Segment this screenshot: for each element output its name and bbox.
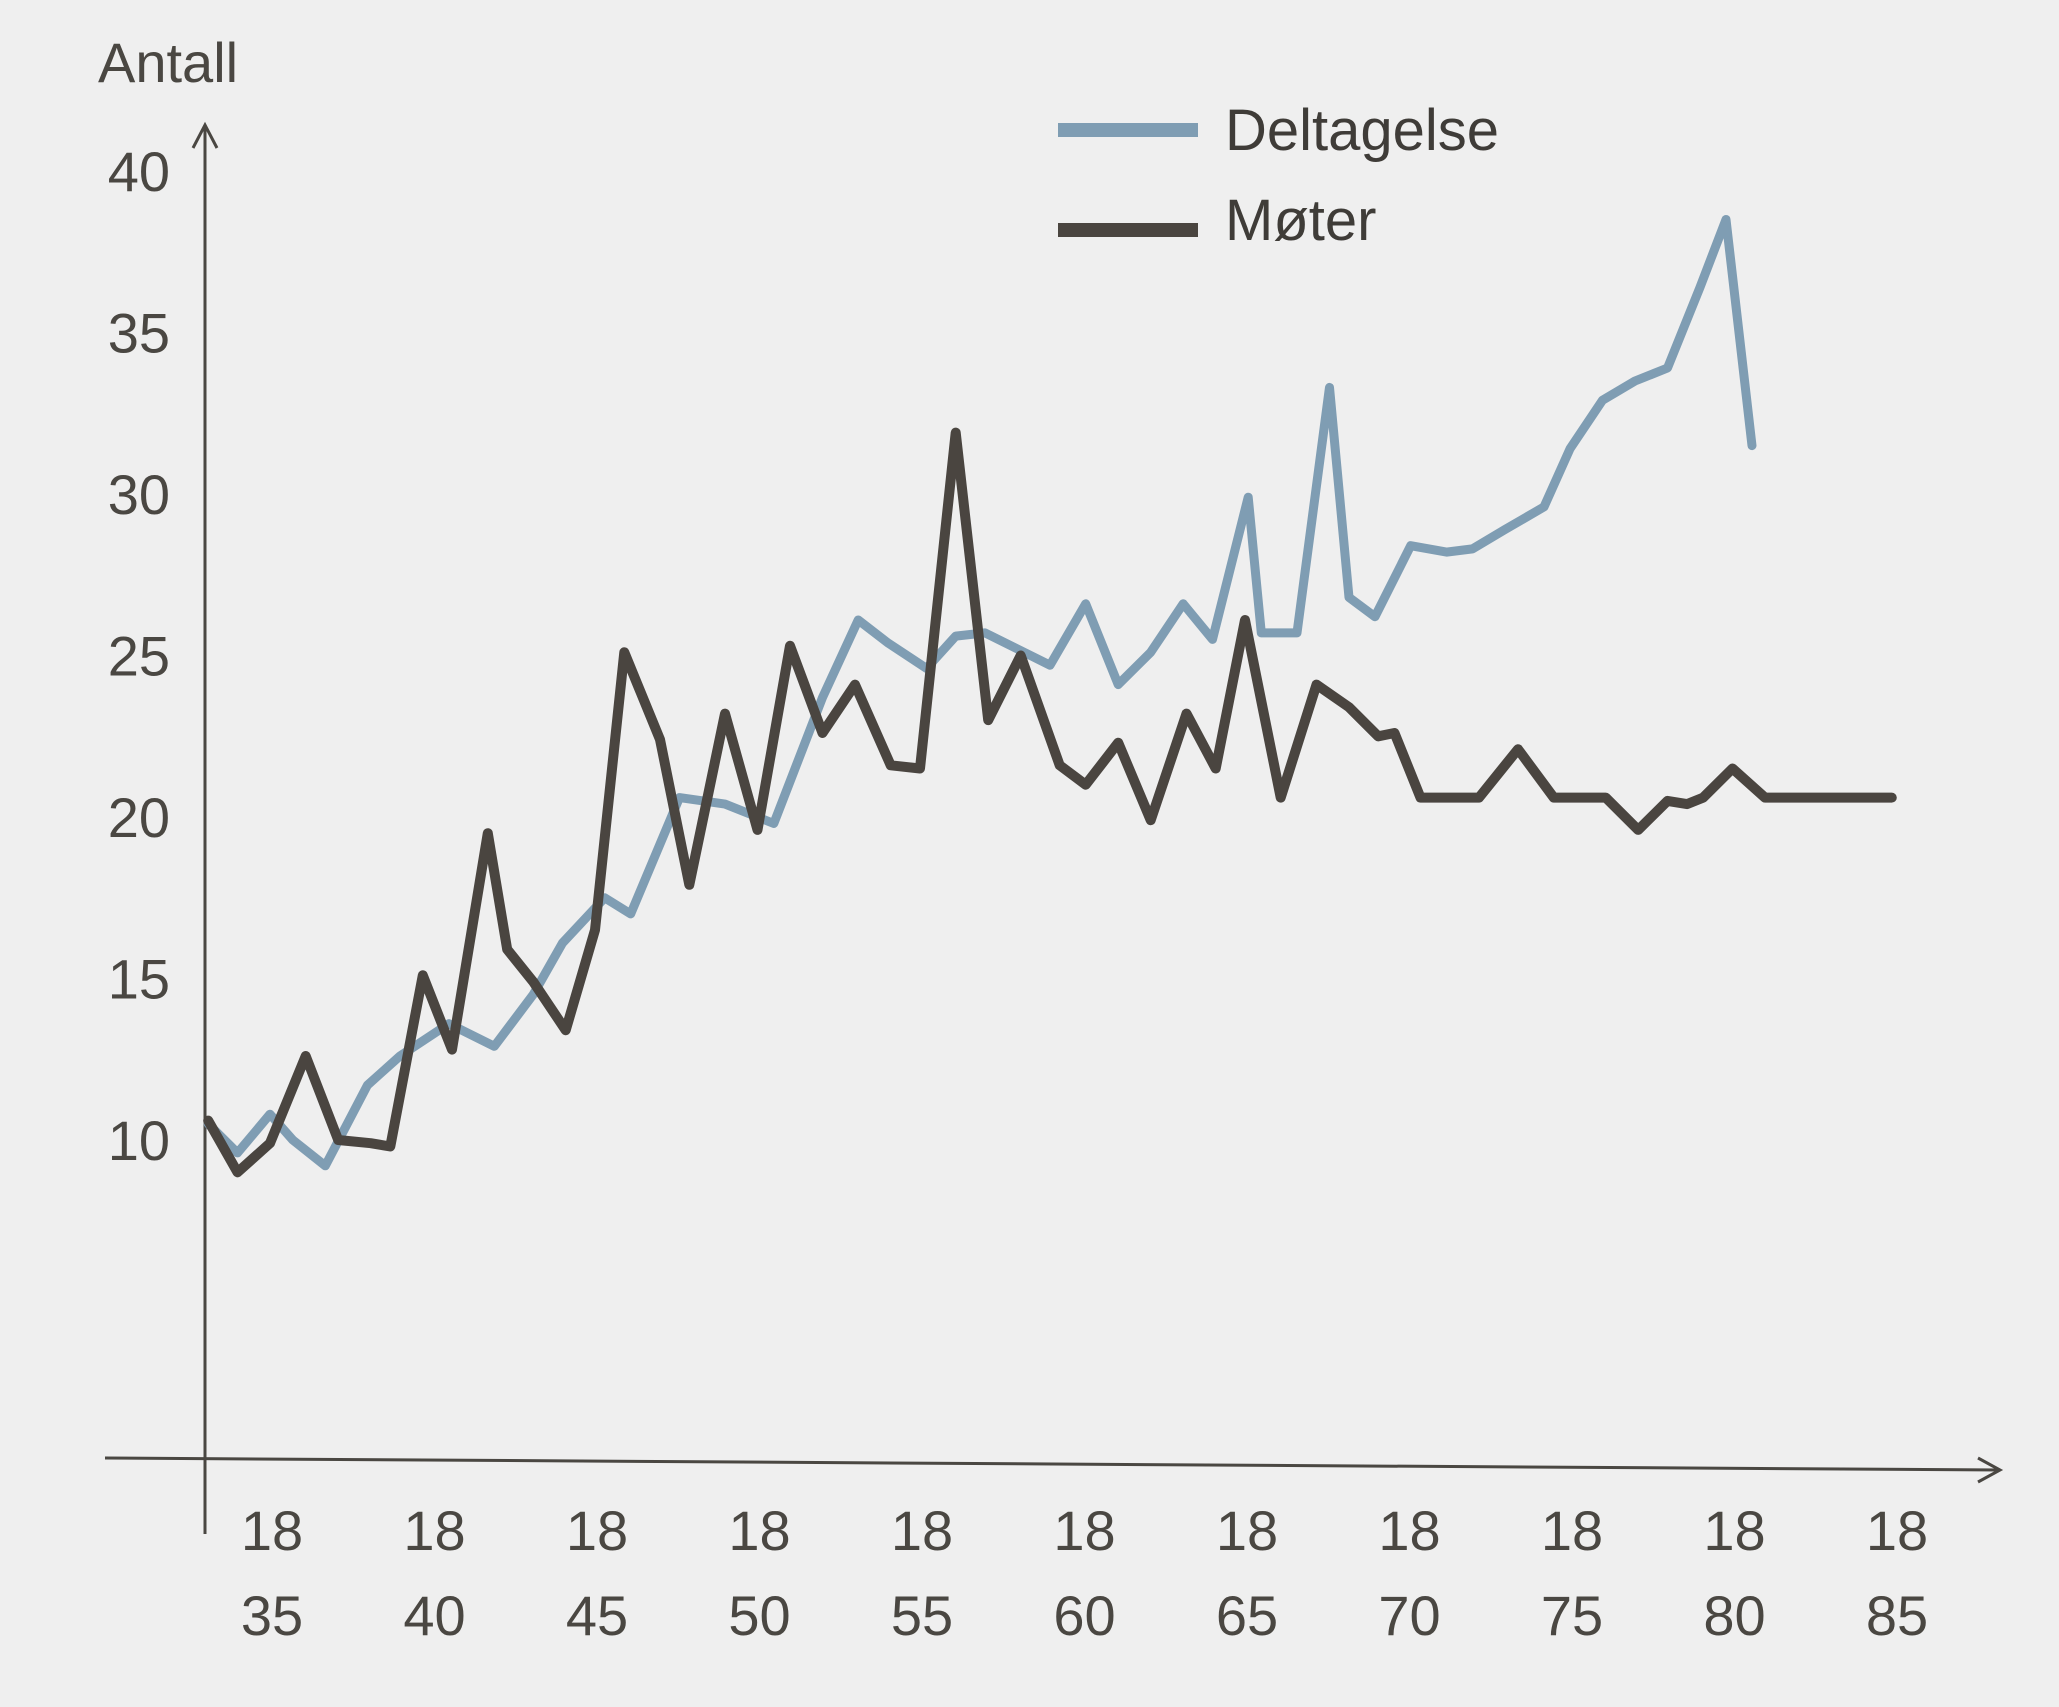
x-tick-label-line2: 65 — [1216, 1584, 1278, 1647]
x-tick-label-line1: 18 — [403, 1499, 465, 1562]
y-axis-arrow-icon — [191, 121, 219, 149]
x-tick-label-line1: 18 — [1703, 1499, 1765, 1562]
x-axis-arrow-icon — [1977, 1456, 2004, 1484]
x-tick-label-line2: 35 — [241, 1584, 303, 1647]
x-tick-labels: 18 35 18 40 18 45 18 50 18 55 18 60 18 65 18 70 18 75 18 80… — [241, 1499, 1928, 1647]
x-tick-label-line1: 18 — [891, 1499, 953, 1562]
y-tick-label: 15 — [108, 948, 170, 1011]
x-tick-label-line2: 50 — [728, 1584, 790, 1647]
x-tick-label-line2: 45 — [566, 1584, 628, 1647]
x-tick-label-line2: 70 — [1378, 1584, 1440, 1647]
y-tick-label: 35 — [108, 302, 170, 365]
series-line-m-ter — [203, 427, 1897, 1178]
y-tick-label: 20 — [108, 786, 170, 849]
x-tick-label-line2: 85 — [1866, 1584, 1928, 1647]
y-tick-label: 30 — [108, 463, 170, 526]
x-tick-label-line2: 40 — [403, 1584, 465, 1647]
y-tick-label: 40 — [108, 140, 170, 203]
x-tick-label-line2: 60 — [1053, 1584, 1115, 1647]
x-tick-label-line2: 75 — [1541, 1584, 1603, 1647]
x-tick-label-line1: 18 — [1866, 1499, 1928, 1562]
y-axis-title: Antall — [98, 31, 238, 94]
x-tick-label-line1: 18 — [1053, 1499, 1115, 1562]
x-tick-label-line1: 18 — [1216, 1499, 1278, 1562]
x-tick-label-line1: 18 — [728, 1499, 790, 1562]
legend: Deltagelse Møter — [1058, 98, 1499, 253]
y-tick-labels: 10 15 20 25 30 35 40 — [108, 140, 170, 1172]
x-tick-label-line2: 80 — [1703, 1584, 1765, 1647]
y-tick-label: 10 — [108, 1109, 170, 1172]
series-layer — [203, 215, 1897, 1178]
series-line-deltagelse — [203, 215, 1757, 1171]
x-tick-label-line2: 55 — [891, 1584, 953, 1647]
y-tick-label: 25 — [108, 625, 170, 688]
legend-label-moter: Møter — [1225, 188, 1376, 253]
x-axis-line — [104, 1456, 2001, 1472]
x-tick-label-line1: 18 — [1378, 1499, 1440, 1562]
legend-label-deltagelse: Deltagelse — [1225, 98, 1499, 163]
x-tick-label-line1: 18 — [566, 1499, 628, 1562]
x-tick-label-line1: 18 — [1541, 1499, 1603, 1562]
x-tick-label-line1: 18 — [241, 1499, 303, 1562]
